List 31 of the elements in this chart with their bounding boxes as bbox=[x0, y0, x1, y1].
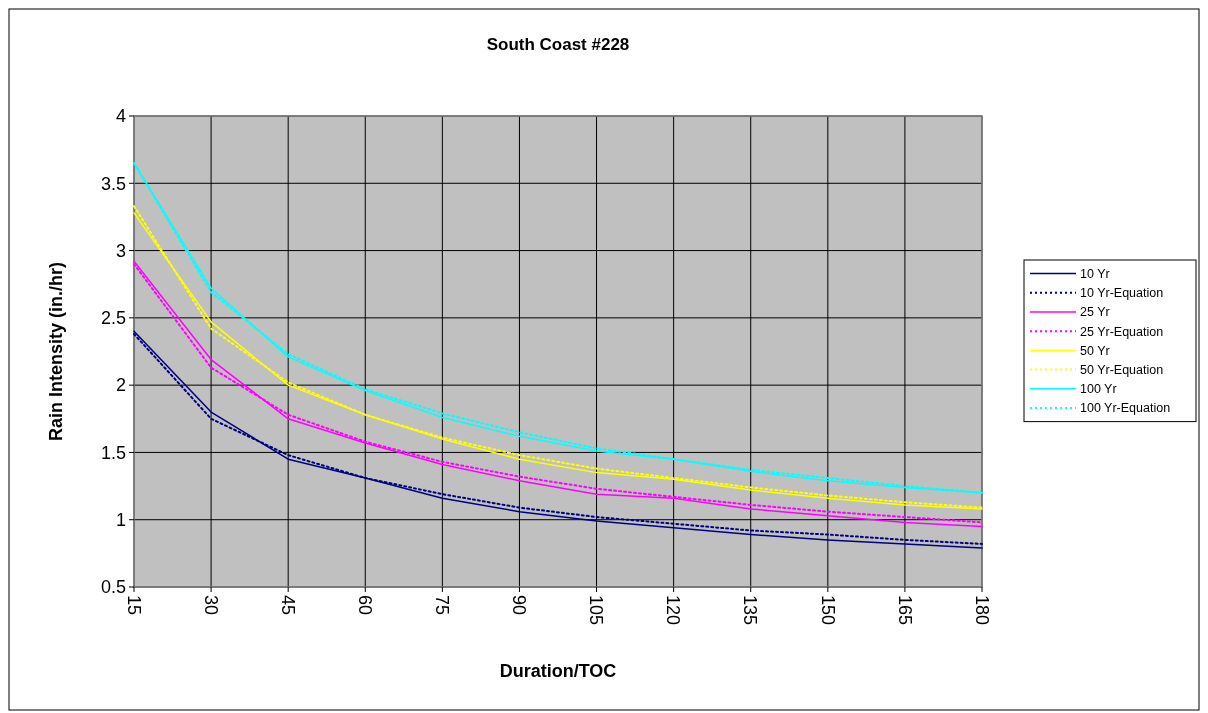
x-tick-label: 60 bbox=[354, 595, 375, 616]
legend-label: 10 Yr bbox=[1080, 266, 1110, 281]
y-tick-label: 1.5 bbox=[100, 442, 126, 463]
y-axis-title: Rain Intensity (in./hr) bbox=[46, 261, 66, 442]
chart-title: South Coast #228 bbox=[486, 35, 630, 54]
y-tick-label: 3 bbox=[115, 240, 126, 261]
x-tick-label: 135 bbox=[740, 595, 761, 626]
x-tick-label: 150 bbox=[817, 595, 838, 626]
x-tick-label: 105 bbox=[586, 595, 607, 626]
y-tick-label: 4 bbox=[115, 106, 126, 127]
legend-label: 50 Yr bbox=[1080, 343, 1110, 358]
legend-label: 50 Yr-Equation bbox=[1080, 362, 1164, 377]
y-tick-label: 0.5 bbox=[100, 577, 126, 598]
y-tick-label: 3.5 bbox=[100, 173, 126, 194]
x-tick-label: 165 bbox=[894, 595, 915, 626]
y-tick-label: 2.5 bbox=[100, 308, 126, 329]
x-tick-label: 75 bbox=[432, 595, 453, 616]
x-tick-label: 90 bbox=[509, 595, 530, 616]
x-tick-label: 120 bbox=[663, 595, 684, 626]
x-tick-label: 180 bbox=[971, 595, 992, 626]
x-tick-label: 30 bbox=[200, 595, 221, 616]
y-tick-label: 1 bbox=[115, 510, 126, 531]
legend-label: 25 Yr-Equation bbox=[1080, 324, 1164, 339]
x-tick-label: 15 bbox=[123, 595, 144, 616]
legend-label: 10 Yr-Equation bbox=[1080, 286, 1164, 301]
x-tick-label: 45 bbox=[277, 595, 298, 616]
x-axis-title: Duration/TOC bbox=[499, 661, 617, 681]
legend-label: 25 Yr bbox=[1080, 305, 1110, 320]
y-tick-label: 2 bbox=[115, 375, 126, 396]
legend-label: 100 Yr bbox=[1080, 382, 1117, 397]
legend-label: 100 Yr-Equation bbox=[1080, 401, 1171, 416]
